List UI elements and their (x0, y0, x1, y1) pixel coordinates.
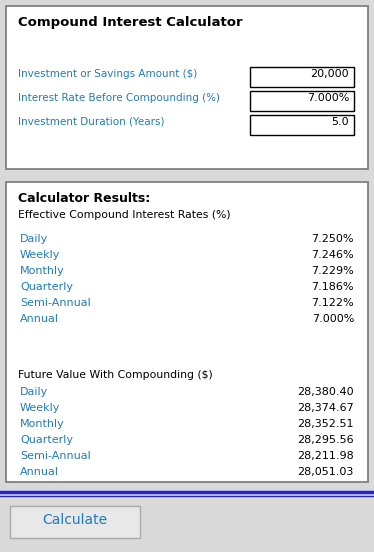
Text: Weekly: Weekly (20, 403, 60, 413)
Text: 28,374.67: 28,374.67 (297, 403, 354, 413)
Text: Semi-Annual: Semi-Annual (20, 451, 91, 461)
Bar (250, 115, 354, 135)
Text: 28,211.98: 28,211.98 (297, 451, 354, 461)
Text: Compound Interest Calculator: Compound Interest Calculator (18, 16, 243, 29)
Text: Semi-Annual: Semi-Annual (20, 298, 91, 308)
Text: 28,352.51: 28,352.51 (297, 419, 354, 429)
Bar (250, 67, 354, 87)
Text: Daily: Daily (20, 387, 48, 397)
Text: 7.000%: 7.000% (312, 314, 354, 324)
Text: Quarterly: Quarterly (20, 282, 73, 292)
Text: 7.246%: 7.246% (312, 250, 354, 260)
Text: Quarterly: Quarterly (20, 435, 73, 445)
Text: 28,051.03: 28,051.03 (298, 467, 354, 477)
Text: 7.250%: 7.250% (312, 234, 354, 244)
Bar (6, 6, 368, 169)
Text: Annual: Annual (20, 467, 59, 477)
Bar (10, 506, 140, 538)
Text: Investment or Savings Amount ($): Investment or Savings Amount ($) (18, 69, 197, 79)
Text: 7.186%: 7.186% (312, 282, 354, 292)
Text: 7.229%: 7.229% (311, 266, 354, 276)
Text: 20,000: 20,000 (310, 69, 349, 79)
Text: Calculate: Calculate (42, 513, 108, 527)
Text: 28,295.56: 28,295.56 (297, 435, 354, 445)
Text: 5.0: 5.0 (331, 117, 349, 127)
Text: Interest Rate Before Compounding (%): Interest Rate Before Compounding (%) (18, 93, 220, 103)
Bar (6, 182, 368, 482)
Text: Investment Duration (Years): Investment Duration (Years) (18, 117, 165, 127)
Text: Monthly: Monthly (20, 266, 65, 276)
Text: 7.122%: 7.122% (312, 298, 354, 308)
Text: Weekly: Weekly (20, 250, 60, 260)
Text: 7.000%: 7.000% (307, 93, 349, 103)
Bar (250, 91, 354, 111)
Text: Annual: Annual (20, 314, 59, 324)
Text: Effective Compound Interest Rates (%): Effective Compound Interest Rates (%) (18, 210, 231, 220)
Text: Future Value With Compounding ($): Future Value With Compounding ($) (18, 370, 213, 380)
Text: Calculator Results:: Calculator Results: (18, 192, 150, 205)
Text: Daily: Daily (20, 234, 48, 244)
Text: Monthly: Monthly (20, 419, 65, 429)
Text: 28,380.40: 28,380.40 (297, 387, 354, 397)
